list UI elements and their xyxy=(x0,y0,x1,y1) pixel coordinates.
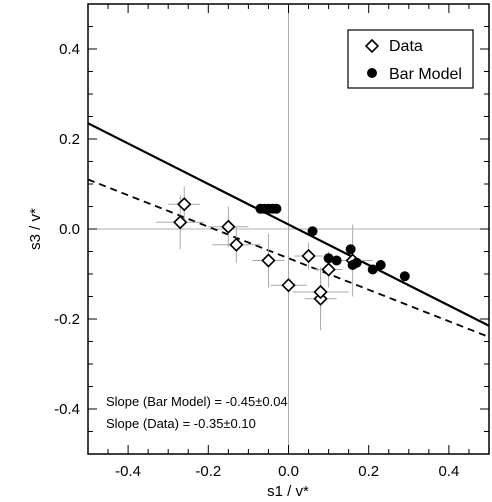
y-tick-label: 0.2 xyxy=(59,131,80,148)
legend: Data Bar Model xyxy=(347,29,474,89)
y-tick-label: 0.0 xyxy=(59,221,80,238)
bar-model-point xyxy=(367,264,378,275)
legend-data-label: Data xyxy=(389,38,423,55)
bar-model-point xyxy=(323,253,334,264)
annotation-slope-bar-model: Slope (Bar Model) = -0.45±0.04 xyxy=(106,394,288,409)
fit-line-bar-model xyxy=(87,122,490,327)
x-tick-label: 0.2 xyxy=(358,463,379,480)
data-point xyxy=(281,278,296,293)
y-axis-label: s3 / v* xyxy=(27,208,44,250)
x-tick-label: 0.4 xyxy=(438,463,459,480)
data-point xyxy=(221,219,236,234)
x-tick-label: 0.0 xyxy=(278,463,299,480)
bar-model-point xyxy=(399,271,410,282)
bar-model-point xyxy=(345,244,356,255)
annotation-slope-data: Slope (Data) = -0.35±0.10 xyxy=(106,416,256,431)
y-tick-label: -0.4 xyxy=(54,401,80,418)
axis-ticks: -0.4 -0.2 0.0 0.2 0.4 -0.4 -0.2 0.0 0.2 0.4 xyxy=(54,3,490,480)
legend-box xyxy=(347,29,474,89)
legend-bar-model-label: Bar Model xyxy=(389,66,462,83)
data-point xyxy=(313,284,328,300)
x-tick-label: -0.2 xyxy=(195,463,221,480)
legend-bar-model-marker xyxy=(367,68,377,78)
legend-data-marker xyxy=(364,38,380,54)
bar-model-point xyxy=(351,257,362,268)
data-point xyxy=(301,248,316,264)
data-point xyxy=(321,262,336,277)
data-point xyxy=(177,197,192,212)
bar-model-point xyxy=(271,203,282,214)
data-point xyxy=(229,237,244,252)
bar-model-point xyxy=(375,260,386,270)
fit-lines xyxy=(87,122,490,338)
y-tick-label: -0.2 xyxy=(54,311,80,328)
x-tick-label: -0.4 xyxy=(115,463,141,480)
data-point xyxy=(173,215,188,230)
bar-model-point xyxy=(331,255,342,266)
data-markers xyxy=(173,197,410,306)
bar-model-point xyxy=(307,226,318,237)
x-axis-label: s1 / v* xyxy=(267,483,309,500)
data-point xyxy=(261,253,276,268)
y-tick-label: 0.4 xyxy=(59,41,80,58)
